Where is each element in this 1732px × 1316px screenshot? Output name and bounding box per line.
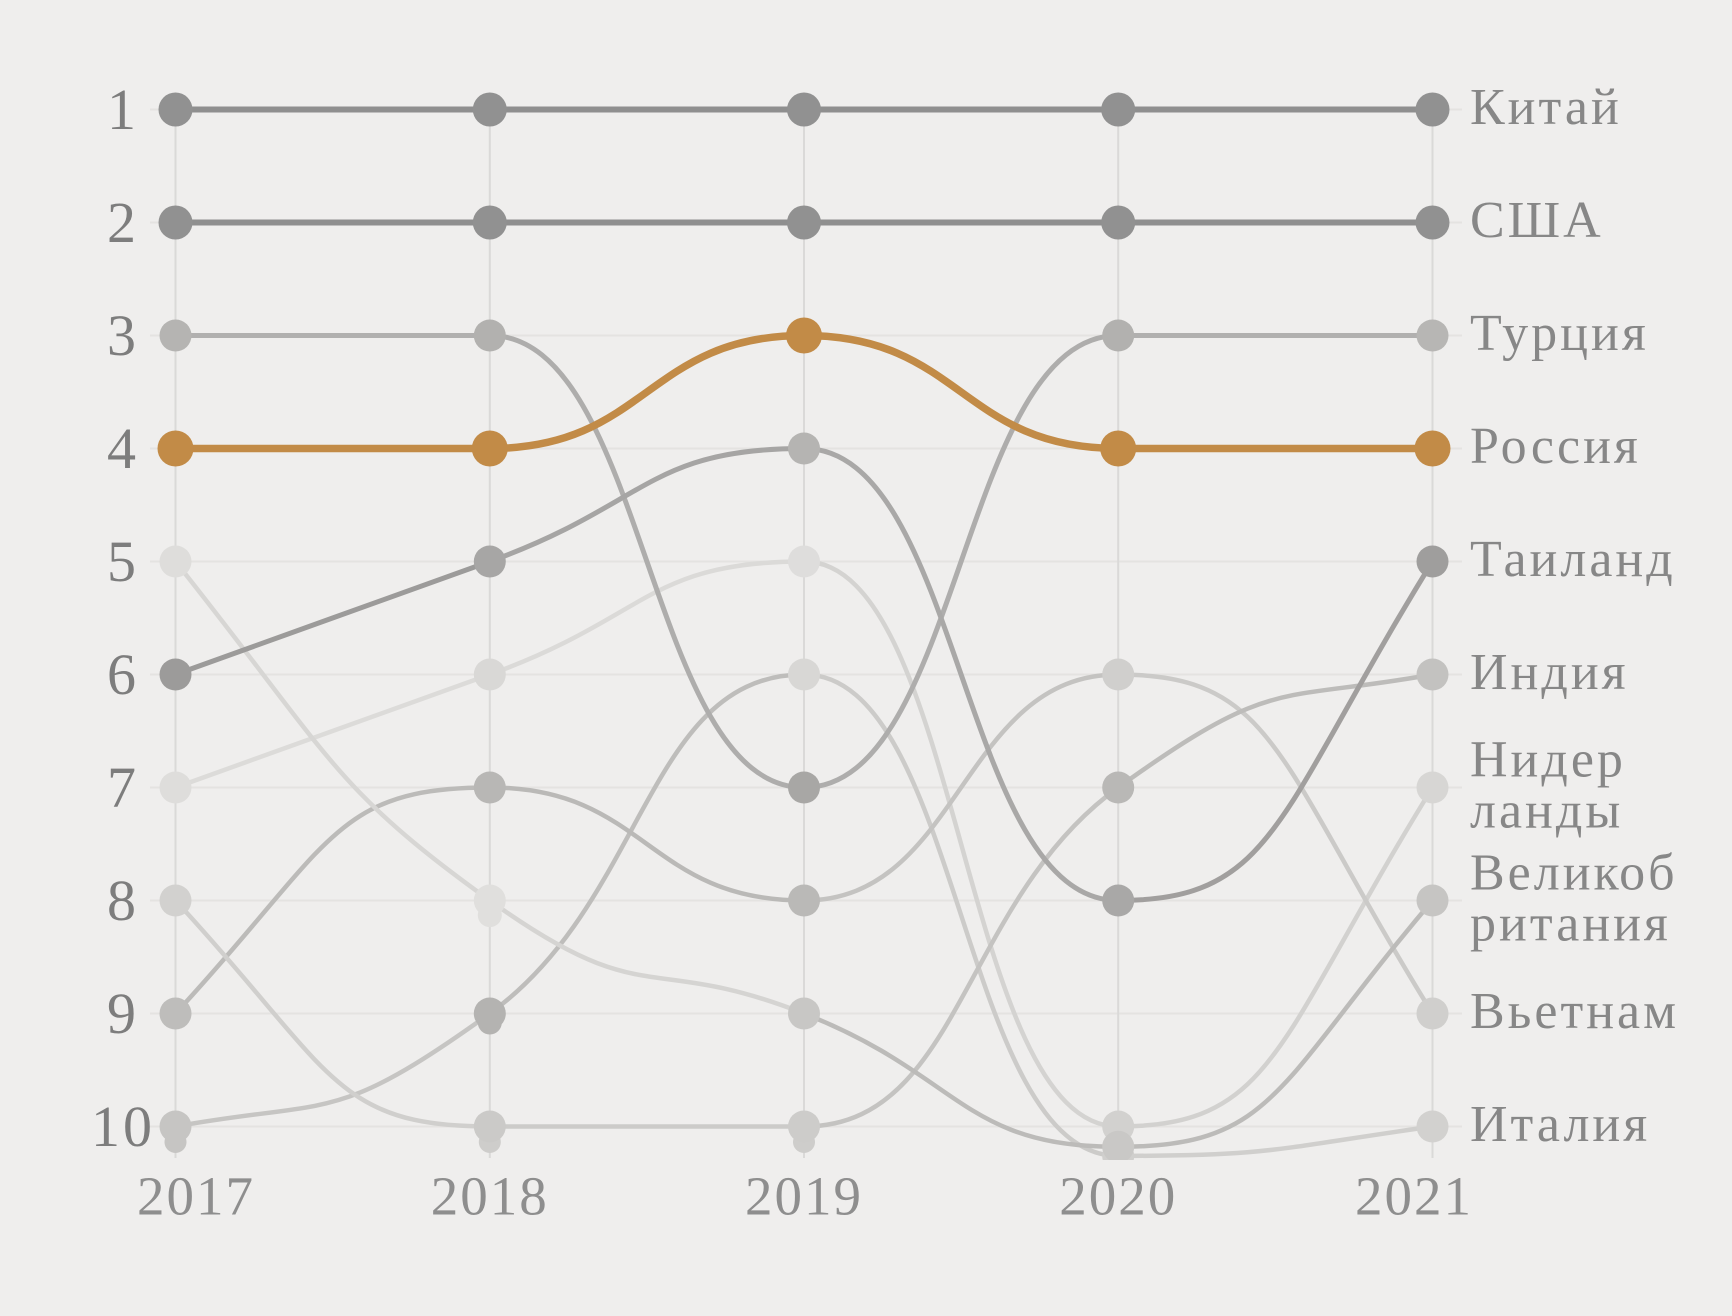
svg-text:Италия: Италия	[1470, 1096, 1650, 1153]
svg-text:Россия: Россия	[1470, 418, 1641, 475]
svg-text:Таиланд: Таиланд	[1470, 531, 1676, 588]
svg-text:Вьетнам: Вьетнам	[1470, 983, 1679, 1040]
svg-text:6: 6	[107, 642, 139, 707]
svg-text:1: 1	[107, 77, 139, 142]
svg-text:4: 4	[107, 416, 139, 481]
svg-text:3: 3	[107, 303, 139, 368]
svg-text:2: 2	[107, 190, 139, 255]
svg-text:ланды: ланды	[1470, 783, 1623, 840]
svg-text:Турция: Турция	[1470, 305, 1649, 362]
svg-text:Нидер: Нидер	[1470, 732, 1626, 789]
svg-text:5: 5	[107, 529, 139, 594]
svg-text:2017: 2017	[137, 1166, 255, 1227]
svg-text:2018: 2018	[431, 1166, 549, 1227]
svg-text:9: 9	[107, 981, 139, 1046]
svg-text:США: США	[1470, 192, 1604, 249]
svg-text:2019: 2019	[745, 1166, 863, 1227]
svg-text:2020: 2020	[1059, 1166, 1177, 1227]
svg-text:ритания: ритания	[1470, 896, 1671, 953]
svg-text:7: 7	[107, 755, 139, 820]
svg-text:8: 8	[107, 868, 139, 933]
svg-text:Китай: Китай	[1470, 79, 1622, 136]
svg-text:Великоб: Великоб	[1470, 845, 1678, 902]
svg-text:Индия: Индия	[1470, 644, 1629, 701]
svg-text:10: 10	[91, 1094, 155, 1159]
svg-text:2021: 2021	[1355, 1166, 1473, 1227]
